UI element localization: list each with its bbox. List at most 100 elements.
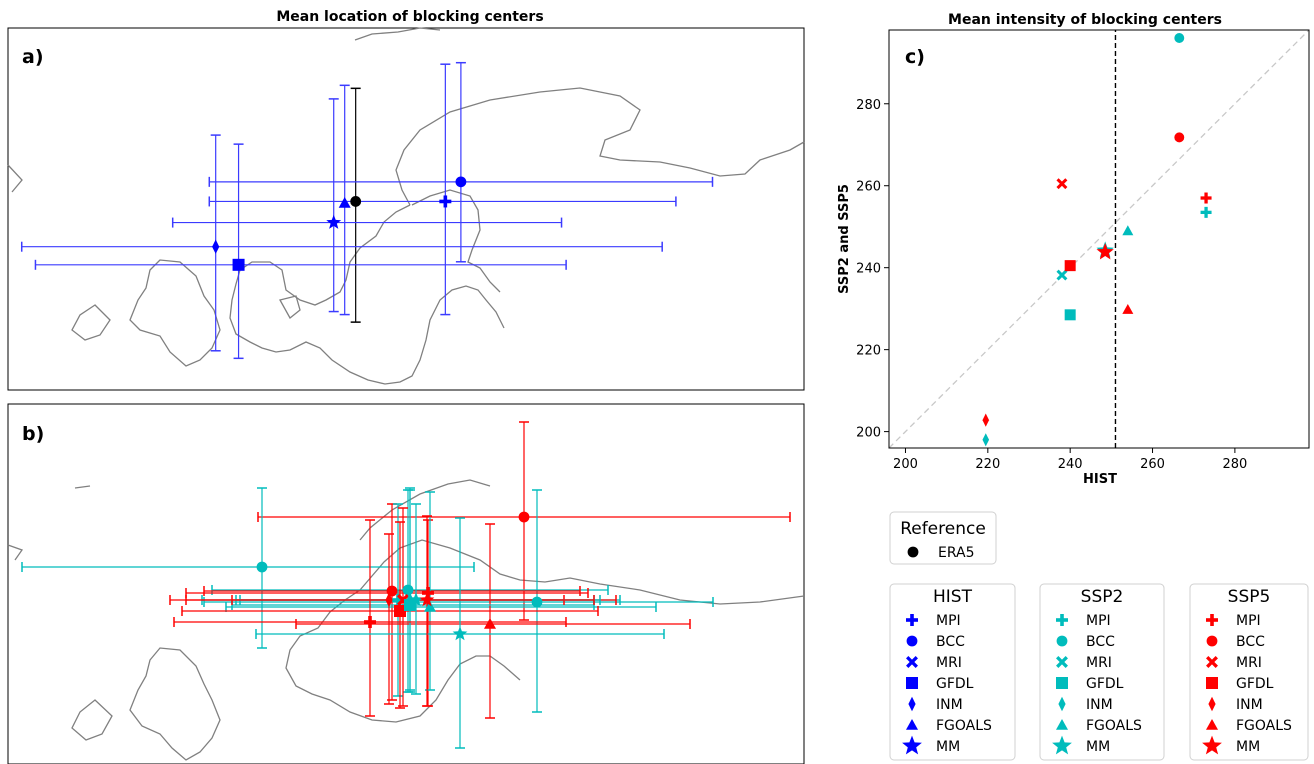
errorbar-b-h-2 [203,597,714,607]
legend-marker-mri [906,656,918,668]
coastline-a-3 [229,204,505,385]
legend-reference: Reference ERA5 [889,511,997,565]
point-ssp5-mm [1096,243,1114,260]
panel-c-xlabel: HIST [1083,472,1117,487]
legend-label-gfdl: GFDL [1086,676,1124,692]
legend-marker-fgoals [1056,719,1068,730]
marker-hist-inm [212,239,220,254]
legend-ssp2: SSP2 MPI BCC MRI GFDL INM FGOALS MM [1039,583,1165,761]
panel-b-markers [256,511,543,641]
marker-b-ssp2-2 [531,596,543,608]
legend-label-fgoals: FGOALS [1086,718,1142,734]
panel-c-title: Mean intensity of blocking centers [948,12,1222,28]
coastline-a-7 [279,295,301,319]
legend-label-gfdl: GFDL [936,676,974,692]
point-ssp2-mri [1056,269,1068,281]
point-ssp5-mpi [1200,192,1212,204]
errorbar-lon-mm [171,217,563,228]
legend-marker-gfdl [1056,677,1068,689]
legend-marker-mpi [1206,614,1218,626]
legend-marker-mpi [906,614,918,626]
panel-a-label: a) [22,46,44,68]
point-ssp2-bcc [1174,33,1185,43]
coastline-a-6 [71,304,111,341]
legend-label-mpi: MPI [1236,613,1261,629]
errorbar-b-v-12 [384,533,394,705]
errorbar-lon-gfdl [34,259,567,270]
legend-label-mm: MM [1236,739,1260,755]
legend-label-inm: INM [1236,697,1263,713]
legend-label-mpi: MPI [1086,613,1111,629]
ytick-label: 280 [856,98,881,113]
errorbar-lon-inm [20,241,663,252]
legend-label-inm: INM [1086,697,1113,713]
marker-b-ssp5-14 [364,616,376,628]
panel-b-label: b) [22,423,44,445]
coastline-b-3 [344,539,805,605]
panel-a-markers [212,176,467,271]
legend-box [1189,583,1309,761]
panel-a-coastline [7,27,805,385]
legend-marker-gfdl [906,677,918,689]
marker-b-ssp2-3 [402,584,414,596]
marker-hist-gfdl [232,258,245,271]
coastline-a-2 [395,87,805,206]
legend-marker-inm [908,696,916,712]
panel-a-title: Mean location of blocking centers [276,9,543,25]
legend-title: HIST [933,587,973,607]
xtick-label: 260 [1140,457,1165,472]
legend-label-fgoals: FGOALS [936,718,992,734]
coastline-a-5 [129,259,221,367]
errorbar-lat-gfdl [233,143,244,360]
marker-b-ssp5-0 [518,511,530,523]
marker-b-ssp5-5 [422,587,434,599]
legend-marker-mpi [1056,614,1068,626]
legend-hist: HIST MPI BCC MRI GFDL INM FGOALS MM [889,583,1016,761]
ytick-label: 200 [856,426,881,441]
marker-b-ssp2-13 [406,592,414,608]
coastline-a-1 [7,164,23,193]
panel-c-ylabel: SSP2 and SSP5 [837,184,852,294]
panel-c-ticks: 200 220 240 260 280 200 220 240 260 280 [856,98,1247,472]
ytick-label: 260 [856,180,881,195]
legend-label-mm: MM [1086,739,1110,755]
legend-label-fgoals: FGOALS [1236,718,1292,734]
legend-marker-mm [1202,735,1222,755]
legend-marker-fgoals [1206,719,1218,730]
errorbar-lat-bcc [455,61,466,263]
legend-label-bcc: BCC [1236,634,1265,650]
errorbar-b-v-5 [423,519,433,707]
coastline-b-5 [129,647,221,761]
point-ssp2-gfdl [1064,309,1076,321]
legend-marker-gfdl [1206,677,1218,689]
panel-c-markers [982,33,1212,447]
panel-a-frame [7,27,805,391]
xtick-label: 280 [1222,457,1247,472]
legend-reference-label: ERA5 [938,545,975,561]
errorbar-lat-mpi [440,63,451,316]
panel-b-frame [7,403,805,764]
ytick-label: 220 [856,344,881,359]
panel-c-guides [888,29,1310,449]
legend-reference-marker [907,546,919,558]
legend-title: SSP5 [1228,587,1271,607]
marker-b-ssp2-6 [392,594,404,606]
panel-b-map: b) [7,403,805,764]
xtick-label: 240 [1058,457,1083,472]
point-ssp2-mpi [1200,206,1212,218]
panel-a-errorbars [20,61,714,360]
xtick-label: 220 [975,457,1000,472]
legend-ssp5: SSP5 MPI BCC MRI GFDL INM FGOALS MM [1189,583,1309,761]
legend-label-gfdl: GFDL [1236,676,1274,692]
legend-marker-mri [1056,656,1068,668]
legend-groups: HIST MPI BCC MRI GFDL INM FGOALS MM SSP2 MPI BCC MR… [889,583,1309,761]
marker-b-ssp5-9 [484,618,496,629]
legend-label-mri: MRI [936,655,962,671]
ytick-label: 240 [856,262,881,277]
legend-marker-inm [1208,696,1216,712]
panel-c-scatter: 200 220 240 260 280 200 220 240 260 280 c) HIST S… [837,29,1310,487]
panel-a-map: a) [7,27,805,391]
errorbar-b-h-10 [181,606,599,616]
marker-reference-era5 [350,196,362,207]
